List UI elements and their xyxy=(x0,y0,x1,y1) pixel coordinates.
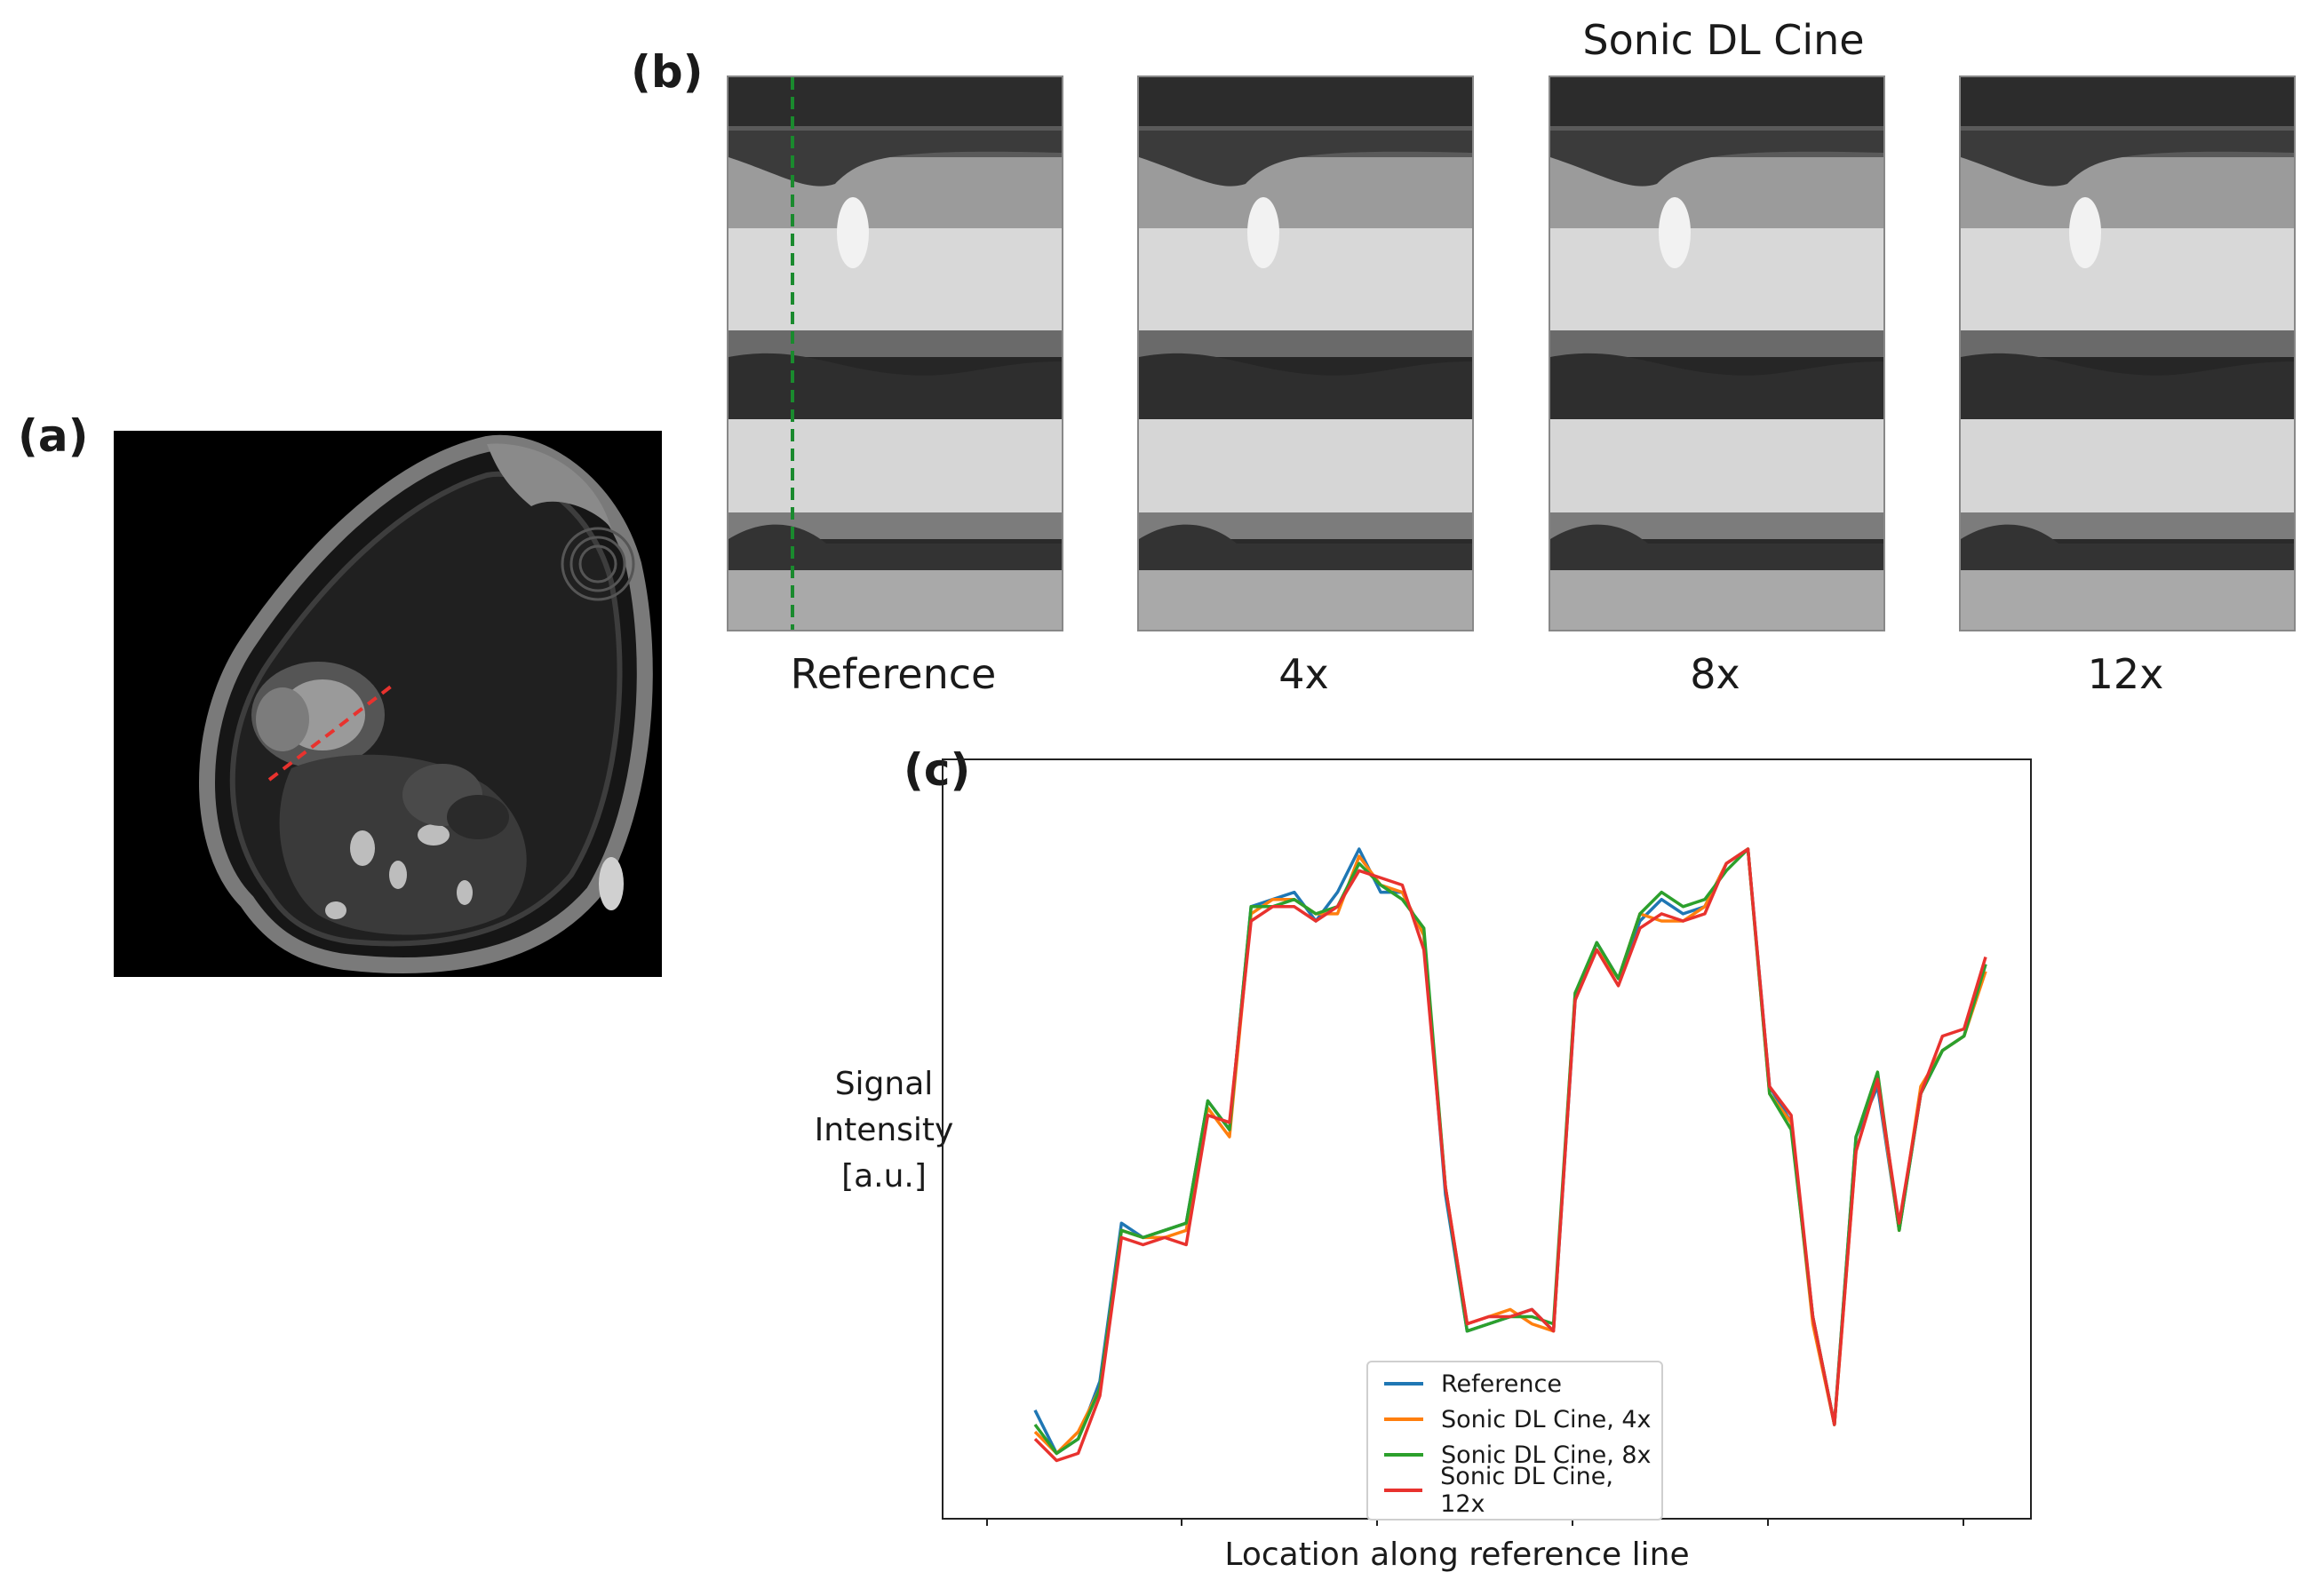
cardiac-mri-image xyxy=(114,431,662,977)
legend-item-0: Reference xyxy=(1368,1366,1661,1401)
legend-label-2: Sonic DL Cine, 8x xyxy=(1441,1441,1652,1469)
panel-c-label: (c) xyxy=(904,744,971,796)
cine-caption-0: Reference xyxy=(790,650,997,698)
panel-a-label: (a) xyxy=(18,410,89,462)
cine-caption-1: 4x xyxy=(1278,650,1329,698)
cine-caption-2: 8x xyxy=(1690,650,1740,698)
legend-label-1: Sonic DL Cine, 4x xyxy=(1441,1405,1652,1433)
y-axis-label-line-3: [a.u.] xyxy=(841,1158,927,1195)
legend-swatch-2 xyxy=(1384,1453,1423,1457)
legend-swatch-1 xyxy=(1384,1417,1423,1421)
legend-swatch-3 xyxy=(1384,1489,1423,1492)
cine-image-0 xyxy=(727,75,1063,631)
legend-item-2: Sonic DL Cine, 8x xyxy=(1368,1437,1661,1473)
cine-caption-3: 12x xyxy=(2087,650,2164,698)
cine-image-1 xyxy=(1137,75,1474,631)
chart-legend: Reference Sonic DL Cine, 4x Sonic DL Cine,… xyxy=(1366,1361,1663,1521)
reference-line xyxy=(267,685,393,782)
legend-swatch-0 xyxy=(1384,1382,1423,1386)
series-line-3 xyxy=(1033,847,1987,1463)
x-axis-label: Location along reference line xyxy=(1224,1536,1690,1573)
y-axis-label-line-1: Signal xyxy=(834,1066,934,1102)
legend-label-3: Sonic DL Cine, 12x xyxy=(1440,1463,1613,1518)
y-axis-label: Signal Intensity [a.u.] xyxy=(782,1061,986,1200)
legend-item-1: Sonic DL Cine, 4x xyxy=(1368,1401,1661,1437)
panel-b-label: (b) xyxy=(631,46,704,98)
cine-image-3 xyxy=(1959,75,2296,631)
cine-image-2 xyxy=(1549,75,1885,631)
legend-label-0: Reference xyxy=(1441,1370,1562,1398)
panel-b-title: Sonic DL Cine xyxy=(1582,16,1865,64)
legend-item-3: Sonic DL Cine, 12x xyxy=(1368,1463,1661,1518)
cardiac-mri-svg xyxy=(114,431,662,977)
y-axis-label-line-2: Intensity xyxy=(814,1112,954,1148)
